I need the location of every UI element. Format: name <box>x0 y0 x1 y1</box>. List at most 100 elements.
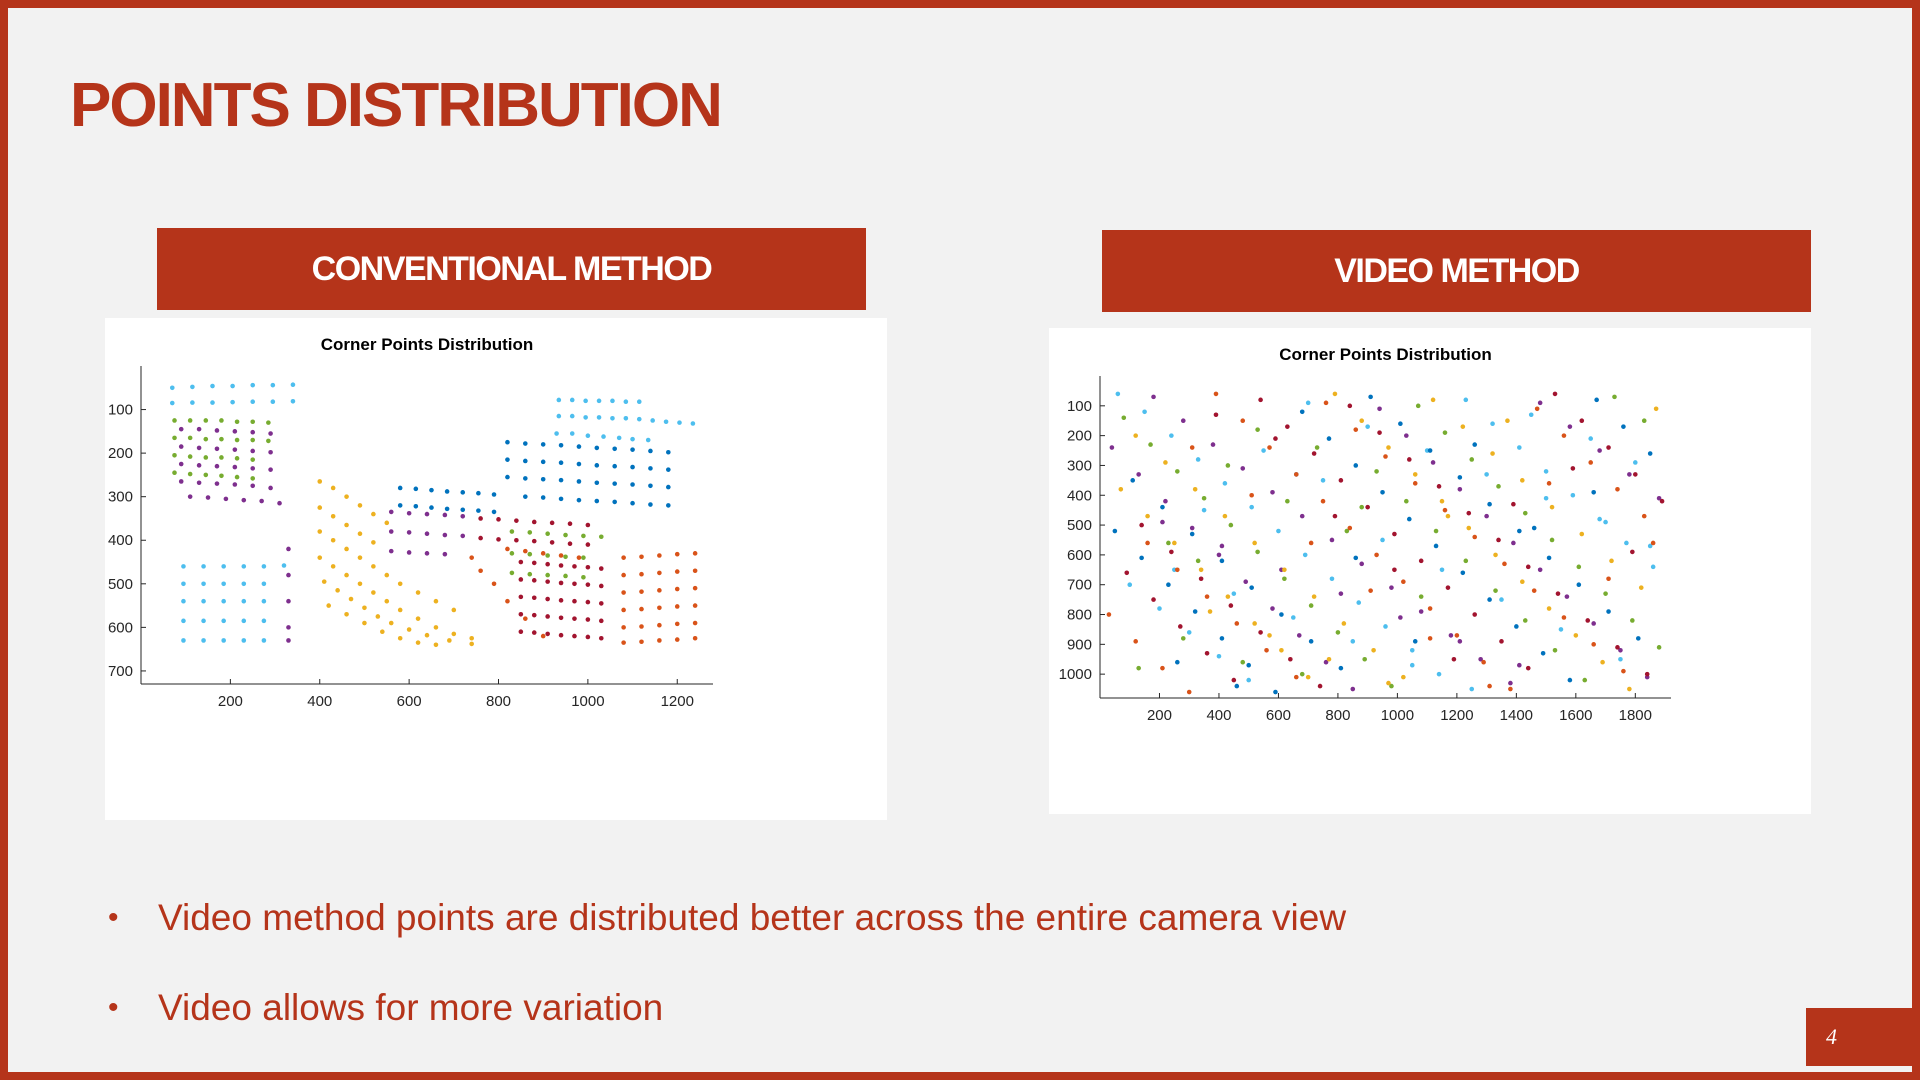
scatter-point <box>344 572 349 578</box>
scatter-point <box>491 581 497 587</box>
y-tick-label: 400 <box>1067 487 1092 504</box>
scatter-point <box>1552 391 1558 397</box>
scatter-point <box>469 641 474 647</box>
scatter-point <box>187 454 193 459</box>
scatter-point <box>234 437 240 443</box>
scatter-point <box>1228 522 1234 528</box>
scatter-point <box>509 551 515 556</box>
scatter-point <box>1234 621 1240 626</box>
scatter-point <box>523 548 528 554</box>
scatter-point <box>1558 627 1564 632</box>
scatter-point <box>1157 606 1162 611</box>
scatter-point <box>397 635 403 641</box>
scatter-point <box>1151 394 1156 400</box>
scatter-point <box>232 482 238 487</box>
scatter-point <box>1427 636 1433 641</box>
scatter-point <box>261 598 267 604</box>
scatter-point <box>201 564 206 569</box>
scatter-point <box>1582 677 1588 683</box>
scatter-point <box>270 399 276 405</box>
scatter-point <box>1160 504 1165 510</box>
scatter-point <box>261 564 267 569</box>
scatter-point <box>460 490 466 495</box>
scatter-point <box>1442 507 1448 513</box>
scatter-point <box>1225 594 1231 599</box>
y-tick-label: 200 <box>108 445 133 462</box>
scatter-point <box>371 540 376 545</box>
scatter-point <box>558 632 564 638</box>
scatter-point <box>1347 525 1353 531</box>
scatter-point <box>1249 492 1254 498</box>
scatter-point <box>1192 609 1198 614</box>
scatter-point <box>1175 659 1180 665</box>
x-tick-label: 1000 <box>1381 707 1414 724</box>
scatter-point <box>1323 659 1329 665</box>
scatter-point <box>1142 409 1147 415</box>
scatter-point <box>203 436 209 442</box>
scatter-point <box>1389 683 1394 689</box>
scatter-point <box>1166 540 1171 546</box>
scatter-point <box>1469 457 1475 462</box>
scatter-point <box>1412 639 1418 644</box>
scatter-point <box>531 538 537 544</box>
scatter-point <box>1124 570 1130 576</box>
scatter-point <box>505 546 510 552</box>
scatter-point <box>234 456 240 461</box>
scatter-point <box>1136 665 1141 671</box>
scatter-point <box>1656 495 1662 501</box>
scatter-point <box>1615 645 1620 650</box>
scatter-point <box>545 531 550 537</box>
scatter-point <box>630 436 635 442</box>
scatter-point <box>362 605 367 611</box>
scatter-point <box>558 563 564 568</box>
scatter-point <box>1540 650 1546 656</box>
x-tick-label: 600 <box>397 693 422 710</box>
scatter-point <box>601 434 606 439</box>
x-tick-label: 400 <box>1206 707 1231 724</box>
bullet-item: • Video allows for more variation <box>108 963 1346 1053</box>
scatter-point <box>648 483 653 489</box>
scatter-point <box>1570 492 1576 498</box>
scatter-point <box>1350 639 1356 644</box>
scatter-point <box>1362 656 1367 662</box>
y-tick-label: 100 <box>108 402 133 419</box>
scatter-point <box>558 460 564 466</box>
scatter-point <box>1216 653 1222 659</box>
scatter-point <box>266 420 271 425</box>
scatter-point <box>219 418 224 423</box>
scatter-point <box>1136 472 1141 477</box>
scatter-point <box>692 551 698 556</box>
scatter-point <box>1115 391 1121 397</box>
scatter-point <box>1386 680 1391 686</box>
scatter-point <box>1436 484 1442 489</box>
scatter-point <box>203 418 209 423</box>
x-tick-label: 600 <box>1266 707 1291 724</box>
scatter-point <box>1401 579 1406 585</box>
scatter-point <box>451 607 457 613</box>
scatter-point <box>1267 445 1272 450</box>
scatter-point <box>1525 564 1531 570</box>
scatter-point <box>1249 504 1254 510</box>
scatter-point <box>1380 489 1385 495</box>
scatter-point <box>201 598 206 604</box>
scatter-point <box>556 413 562 419</box>
scatter-point <box>221 581 226 587</box>
scatter-point <box>1231 591 1237 596</box>
scatter-point <box>496 537 501 542</box>
scatter-point <box>234 474 240 480</box>
scatter-point <box>1365 504 1370 510</box>
scatter-point <box>514 537 519 543</box>
scatter-point <box>1329 537 1335 543</box>
scatter-point <box>384 572 390 578</box>
scatter-point <box>594 480 600 486</box>
scatter-point <box>531 560 537 566</box>
scatter-point <box>523 458 528 464</box>
bullet-marker: • <box>108 901 119 934</box>
scatter-point <box>221 638 226 643</box>
scatter-point <box>375 614 381 619</box>
scatter-point <box>1377 406 1382 412</box>
scatter-point <box>674 569 680 574</box>
scatter-point <box>572 598 577 604</box>
scatter-point <box>178 426 184 432</box>
scatter-point <box>674 637 680 642</box>
